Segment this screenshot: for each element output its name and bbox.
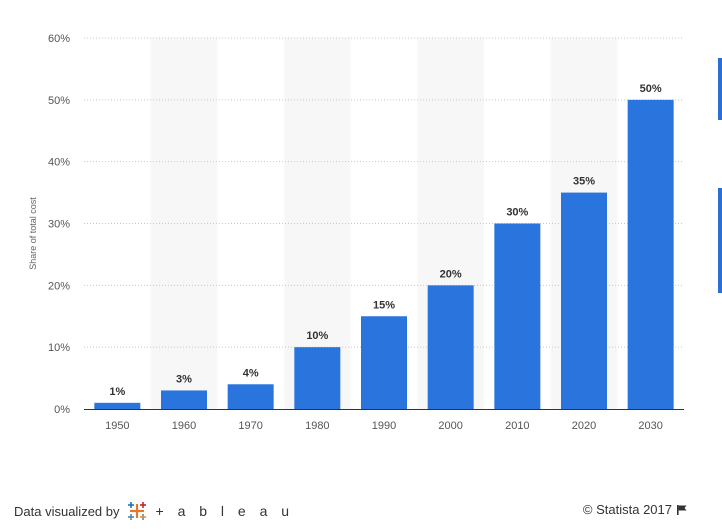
x-tick-label: 1960 [172, 420, 196, 432]
data-labels: 1% 3% 4% 10% 15% 20% 30% 35% 50% [109, 83, 662, 398]
x-tick-label: 1970 [238, 420, 262, 432]
data-label: 10% [306, 330, 328, 342]
data-label: 20% [440, 268, 462, 280]
flag-icon[interactable] [676, 504, 688, 516]
bar[interactable] [561, 192, 607, 409]
data-label: 30% [506, 207, 528, 219]
side-accent-top [718, 58, 722, 120]
x-tick-label: 2010 [505, 420, 529, 432]
statista-copyright[interactable]: © Statista 2017 [583, 502, 688, 517]
data-label: 4% [243, 367, 259, 379]
y-tick-label: 60% [48, 33, 70, 45]
bar[interactable] [494, 223, 541, 410]
bar[interactable] [227, 384, 274, 409]
side-accent-bottom [718, 188, 722, 293]
x-tick-label: 2020 [572, 420, 596, 432]
bar[interactable] [161, 390, 207, 409]
data-label: 35% [573, 176, 595, 188]
bar[interactable] [627, 99, 674, 409]
visualized-by-text: Data visualized by [14, 503, 120, 519]
x-axis-ticks: 1950 1960 1970 1980 1990 2000 2010 2020 2030 [105, 420, 663, 432]
bar[interactable] [361, 316, 407, 409]
x-tick-label: 1950 [105, 420, 129, 432]
x-tick-label: 1980 [305, 420, 329, 432]
y-axis-label: Share of total cost [28, 197, 38, 270]
tableau-cross-logo-icon [127, 502, 146, 520]
y-tick-label: 0% [54, 404, 70, 416]
y-tick-label: 40% [48, 157, 70, 169]
x-tick-label: 2030 [638, 420, 662, 432]
data-label: 15% [373, 299, 395, 311]
y-tick-label: 20% [48, 280, 70, 292]
y-axis-ticks: 0% 10% 20% 30% 40% 50% 60% [48, 33, 70, 416]
bars [94, 99, 674, 410]
data-label: 1% [109, 386, 125, 398]
data-label: 50% [640, 83, 662, 95]
x-tick-label: 2000 [438, 420, 462, 432]
bar[interactable] [94, 402, 141, 409]
y-tick-label: 10% [48, 342, 70, 354]
y-tick-label: 30% [48, 219, 70, 231]
x-tick-label: 1990 [372, 420, 396, 432]
data-visualized-by[interactable]: Data visualized by + a b l e a u [14, 500, 294, 522]
data-label: 3% [176, 373, 192, 385]
tableau-wordmark: + a b l e a u [155, 503, 295, 519]
bar[interactable] [427, 285, 474, 409]
y-tick-label: 50% [48, 95, 70, 107]
bar[interactable] [294, 347, 341, 409]
copyright-text: © Statista 2017 [582, 502, 672, 517]
